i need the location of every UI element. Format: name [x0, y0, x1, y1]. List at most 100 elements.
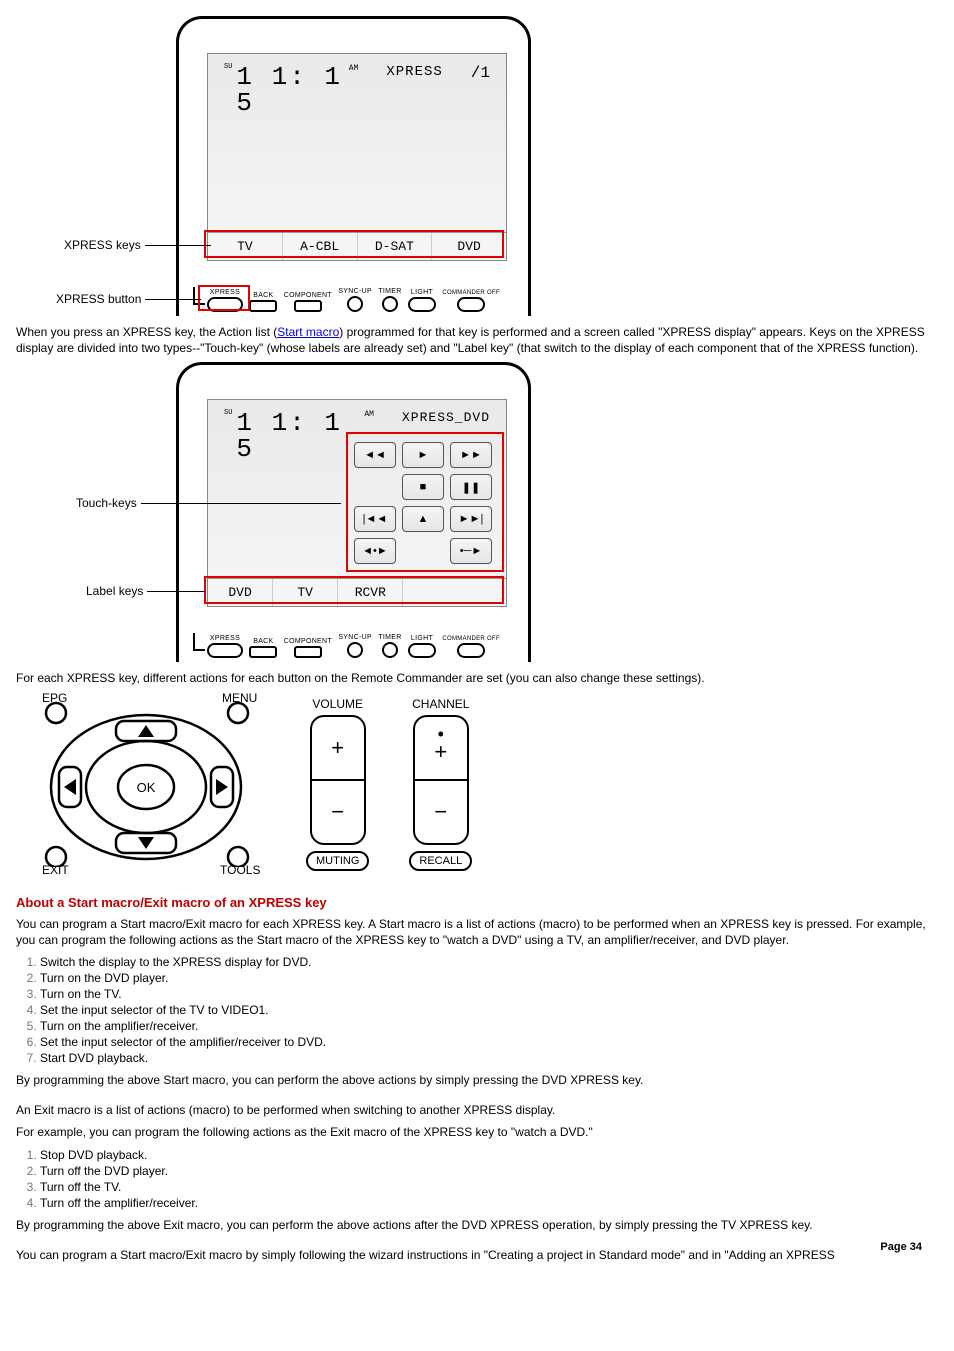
list-item: Turn on the amplifier/receiver.: [40, 1018, 938, 1034]
muting-button[interactable]: MUTING: [306, 851, 369, 871]
clock: SU 1 1: 1 5 AM: [224, 64, 358, 116]
hw-label: XPRESS: [210, 289, 240, 296]
channel-rocker: CHANNEL •+ − RECALL: [409, 697, 472, 871]
recall-button[interactable]: RECALL: [409, 851, 472, 871]
remote-outline: SU 1 1: 1 5 AM XPRESS /1 TV A-CBL D-SAT …: [176, 16, 531, 316]
label-key-rcvr[interactable]: RCVR: [338, 579, 403, 606]
paragraph-4: By programming the above Start macro, yo…: [16, 1072, 938, 1088]
xpress-key-dvd[interactable]: DVD: [432, 233, 506, 260]
xpress-button[interactable]: [207, 297, 243, 312]
volume-down[interactable]: −: [312, 781, 364, 843]
back-button[interactable]: [249, 646, 277, 658]
commander-off-button[interactable]: [457, 297, 485, 312]
xpress-key-acbl[interactable]: A-CBL: [283, 233, 358, 260]
clock-time: 1 1: 1 5: [236, 64, 344, 116]
clock-ampm: AM: [349, 64, 359, 73]
channel-header: CHANNEL: [412, 697, 469, 711]
touch-key[interactable]: ◄◄: [354, 442, 396, 468]
list-item: Set the input selector of the amplifier/…: [40, 1034, 938, 1050]
hw-label: COMMANDER OFF: [442, 290, 500, 296]
controls-cluster: OK EPG MENU EXIT TOOLS VOLUME + − MUTING…: [26, 697, 938, 871]
list-item: Turn on the DVD player.: [40, 970, 938, 986]
callout-label-keys: Label keys: [86, 584, 205, 598]
list-item: Set the input selector of the TV to VIDE…: [40, 1002, 938, 1018]
touch-key[interactable]: ■: [402, 474, 444, 500]
volume-rocker: VOLUME + − MUTING: [306, 697, 369, 871]
label-key-tv[interactable]: TV: [273, 579, 338, 606]
dpad-menu-label: MENU: [222, 691, 257, 705]
screen-title: XPRESS: [386, 64, 442, 80]
component-button[interactable]: [294, 646, 322, 658]
remote-outline: SU 1 1: 1 5 AM XPRESS_DVD ◄◄ ► ►► ■ ❚❚ |…: [176, 362, 531, 662]
list-item: Turn off the amplifier/receiver.: [40, 1195, 938, 1211]
touch-keys-grid: ◄◄ ► ►► ■ ❚❚ |◄◄ ▲ ►►| ◄•► •─►: [354, 442, 494, 564]
list-item: Turn off the DVD player.: [40, 1163, 938, 1179]
touch-key[interactable]: ❚❚: [450, 474, 492, 500]
volume-header: VOLUME: [312, 697, 363, 711]
paragraph-6: For example, you can program the followi…: [16, 1124, 938, 1140]
paragraph-2: For each XPRESS key, different actions f…: [16, 670, 938, 686]
svg-text:OK: OK: [137, 780, 156, 795]
list-item: Turn off the TV.: [40, 1179, 938, 1195]
hw-label: TIMER: [378, 288, 401, 295]
hw-label: BACK: [253, 292, 273, 299]
clock: SU 1 1: 1 5 AM: [224, 410, 374, 462]
hw-label: COMPONENT: [284, 292, 332, 299]
paragraph-7: By programming the above Exit macro, you…: [16, 1217, 938, 1233]
touch-key[interactable]: ►►: [450, 442, 492, 468]
figure-xpress-remote-1: SU 1 1: 1 5 AM XPRESS /1 TV A-CBL D-SAT …: [16, 16, 536, 316]
clock-day: SU: [224, 64, 232, 71]
touch-key[interactable]: •─►: [450, 538, 492, 564]
light-button[interactable]: [408, 297, 436, 312]
hw-label: LIGHT: [411, 289, 433, 296]
touch-key[interactable]: ►: [402, 442, 444, 468]
xpress-keys-row: TV A-CBL D-SAT DVD: [208, 232, 506, 260]
start-macro-link[interactable]: Start macro: [277, 325, 339, 339]
syncup-button[interactable]: [347, 296, 363, 312]
channel-up[interactable]: •+: [415, 717, 467, 781]
hw-label: SYNC-UP: [338, 288, 372, 295]
list-item: Stop DVD playback.: [40, 1147, 938, 1163]
volume-up[interactable]: +: [312, 717, 364, 781]
screen-slash: /1: [471, 64, 490, 82]
list-item: Turn on the TV.: [40, 986, 938, 1002]
figure-xpress-remote-2: SU 1 1: 1 5 AM XPRESS_DVD ◄◄ ► ►► ■ ❚❚ |…: [16, 362, 536, 662]
page-number: Page 34: [880, 1241, 922, 1253]
dpad-epg-label: EPG: [42, 691, 67, 705]
callout-touch-keys: Touch-keys: [76, 496, 341, 510]
timer-button[interactable]: [382, 642, 398, 658]
callout-xpress-button: XPRESS button: [56, 292, 201, 306]
label-keys-row: DVD TV RCVR: [208, 578, 506, 606]
remote-screen: SU 1 1: 1 5 AM XPRESS /1 TV A-CBL D-SAT …: [207, 53, 507, 261]
xpress-key-dsat[interactable]: D-SAT: [358, 233, 433, 260]
paragraph-3: You can program a Start macro/Exit macro…: [16, 916, 938, 948]
section-heading: About a Start macro/Exit macro of an XPR…: [16, 895, 938, 910]
paragraph-1: When you press an XPRESS key, the Action…: [16, 324, 938, 356]
list-item: Switch the display to the XPRESS display…: [40, 954, 938, 970]
commander-off-button[interactable]: [457, 643, 485, 658]
timer-button[interactable]: [382, 296, 398, 312]
hardware-button-row: XPRESS BACK COMPONENT SYNC-UP TIMER LIGH…: [207, 612, 500, 658]
dpad-tools-label: TOOLS: [220, 863, 260, 877]
hardware-button-row: XPRESS BACK COMPONENT SYNC-UP TIMER LIGH…: [207, 266, 500, 312]
xpress-key-tv[interactable]: TV: [208, 233, 283, 260]
dpad-exit-label: EXIT: [42, 863, 69, 877]
touch-key[interactable]: ◄•►: [354, 538, 396, 564]
xpress-button[interactable]: [207, 643, 243, 658]
touch-key[interactable]: ►►|: [450, 506, 492, 532]
list-item: Start DVD playback.: [40, 1050, 938, 1066]
component-button[interactable]: [294, 300, 322, 312]
paragraph-8: You can program a Start macro/Exit macro…: [16, 1247, 938, 1263]
channel-down[interactable]: −: [415, 781, 467, 843]
syncup-button[interactable]: [347, 642, 363, 658]
back-button[interactable]: [249, 300, 277, 312]
touch-key[interactable]: |◄◄: [354, 506, 396, 532]
label-key-empty[interactable]: [403, 579, 506, 606]
light-button[interactable]: [408, 643, 436, 658]
label-key-dvd[interactable]: DVD: [208, 579, 273, 606]
touch-key[interactable]: ▲: [402, 506, 444, 532]
screen-title: XPRESS_DVD: [402, 410, 490, 425]
callout-xpress-keys: XPRESS keys: [64, 238, 211, 252]
paragraph-5: An Exit macro is a list of actions (macr…: [16, 1102, 938, 1118]
exit-macro-list: Stop DVD playback. Turn off the DVD play…: [16, 1147, 938, 1211]
